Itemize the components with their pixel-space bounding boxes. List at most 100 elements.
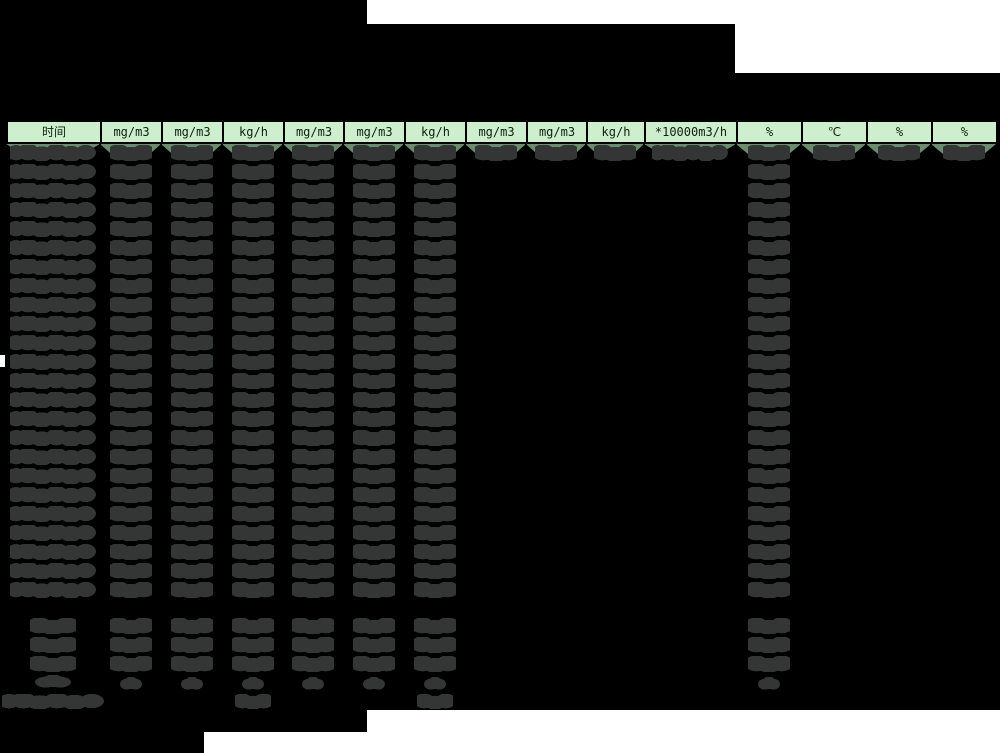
redacted-cell [292,354,334,370]
redacted-cell [292,449,334,465]
redacted-cell [747,316,790,332]
column-header-11[interactable]: % [736,120,801,144]
redacted-cell [413,145,456,161]
column-header-13[interactable]: % [866,120,931,144]
redacted-cell [747,468,790,484]
column-header-6[interactable]: kg/h [404,120,465,144]
redacted-cell [413,221,456,237]
redacted-cell [170,183,213,199]
redacted-cell [292,392,334,408]
column-header-5[interactable]: mg/m3 [343,120,404,144]
redacted-cell [231,145,274,161]
redacted-cell [747,164,790,180]
redacted-cell [109,525,152,541]
white-sliver-left-edge [0,355,5,367]
redacted-cell [170,430,213,446]
redacted-time-cell [10,430,96,446]
redacted-cell [352,297,395,313]
cell-border-line [800,144,802,151]
column-header-0[interactable]: 时间 [6,120,100,144]
cell-border-line [403,144,405,151]
redacted-cell [292,145,334,161]
redacted-cell [292,544,334,560]
table-header-row: 时间 mg/m3 mg/m3 kg/h mg/m3 mg/m3 kg/h mg/m3 mg/m3… [0,120,1000,144]
redacted-cell [231,240,274,256]
redacted-cell [231,335,274,351]
redacted-cell [231,544,274,560]
column-header-9[interactable]: kg/h [586,120,644,144]
redacted-cell [292,240,334,256]
redacted-cell [292,637,334,653]
redacted-cell [747,544,790,560]
column-header-14[interactable]: % [931,120,998,144]
redacted-cell [292,297,334,313]
redacted-cell [170,618,213,634]
redacted-cell [231,430,274,446]
redacted-cell [170,373,213,389]
redacted-time-cell [10,373,96,389]
redacted-cell [231,373,274,389]
redacted-cell [747,563,790,579]
redacted-cell [747,411,790,427]
redacted-cell [109,449,152,465]
redacted-cell [109,656,152,672]
column-header-7[interactable]: mg/m3 [465,120,526,144]
redacted-cell [292,563,334,579]
redacted-cell [812,145,855,161]
redacted-time-cell [10,411,96,427]
redacted-cell [292,164,334,180]
redacted-cell [231,582,274,598]
redacted-cell [231,506,274,522]
redacted-cell [231,259,274,275]
redacted-cell [170,637,213,653]
redacted-cell [352,145,395,161]
redacted-cell [231,183,274,199]
column-header-8[interactable]: mg/m3 [526,120,586,144]
redacted-cell [413,316,456,332]
cell-border-line [160,144,162,151]
redacted-time-cell [10,468,96,484]
redacted-cell [352,525,395,541]
redacted-cell [352,183,395,199]
redacted-time-cell [10,525,96,541]
redacted-cell [109,373,152,389]
redacted-cell [413,297,456,313]
redacted-cell [413,487,456,503]
column-header-2[interactable]: mg/m3 [161,120,222,144]
redacted-cell [170,316,213,332]
redacted-cell [109,297,152,313]
redacted-cell [292,618,334,634]
redacted-cell [352,430,395,446]
redacted-time-cell [10,240,96,256]
redacted-cell [109,202,152,218]
redacted-cell [109,145,152,161]
white-page-area-bottom-middle [204,732,367,753]
redacted-cell [352,240,395,256]
redacted-cell [757,677,780,690]
redacted-cell [170,392,213,408]
redacted-cell [231,487,274,503]
redacted-cell [413,430,456,446]
redacted-summary-label [35,675,71,688]
redacted-cell [170,354,213,370]
column-header-4[interactable]: mg/m3 [283,120,343,144]
redacted-cell [109,563,152,579]
redacted-cell [413,354,456,370]
cell-border-line [585,144,587,151]
column-header-10[interactable]: *10000m3/h [644,120,736,144]
redacted-cell [109,544,152,560]
redacted-cell [170,335,213,351]
column-header-1[interactable]: mg/m3 [100,120,161,144]
redacted-cell [170,468,213,484]
column-header-3[interactable]: kg/h [222,120,283,144]
redacted-cell [747,297,790,313]
redacted-cell [352,637,395,653]
redacted-cell [292,582,334,598]
redacted-cell [170,487,213,503]
redacted-cell [747,145,790,161]
redacted-cell [231,278,274,294]
redacted-cell [747,392,790,408]
redacted-cell [413,582,456,598]
column-header-12[interactable]: ℃ [801,120,866,144]
redacted-cell [747,221,790,237]
